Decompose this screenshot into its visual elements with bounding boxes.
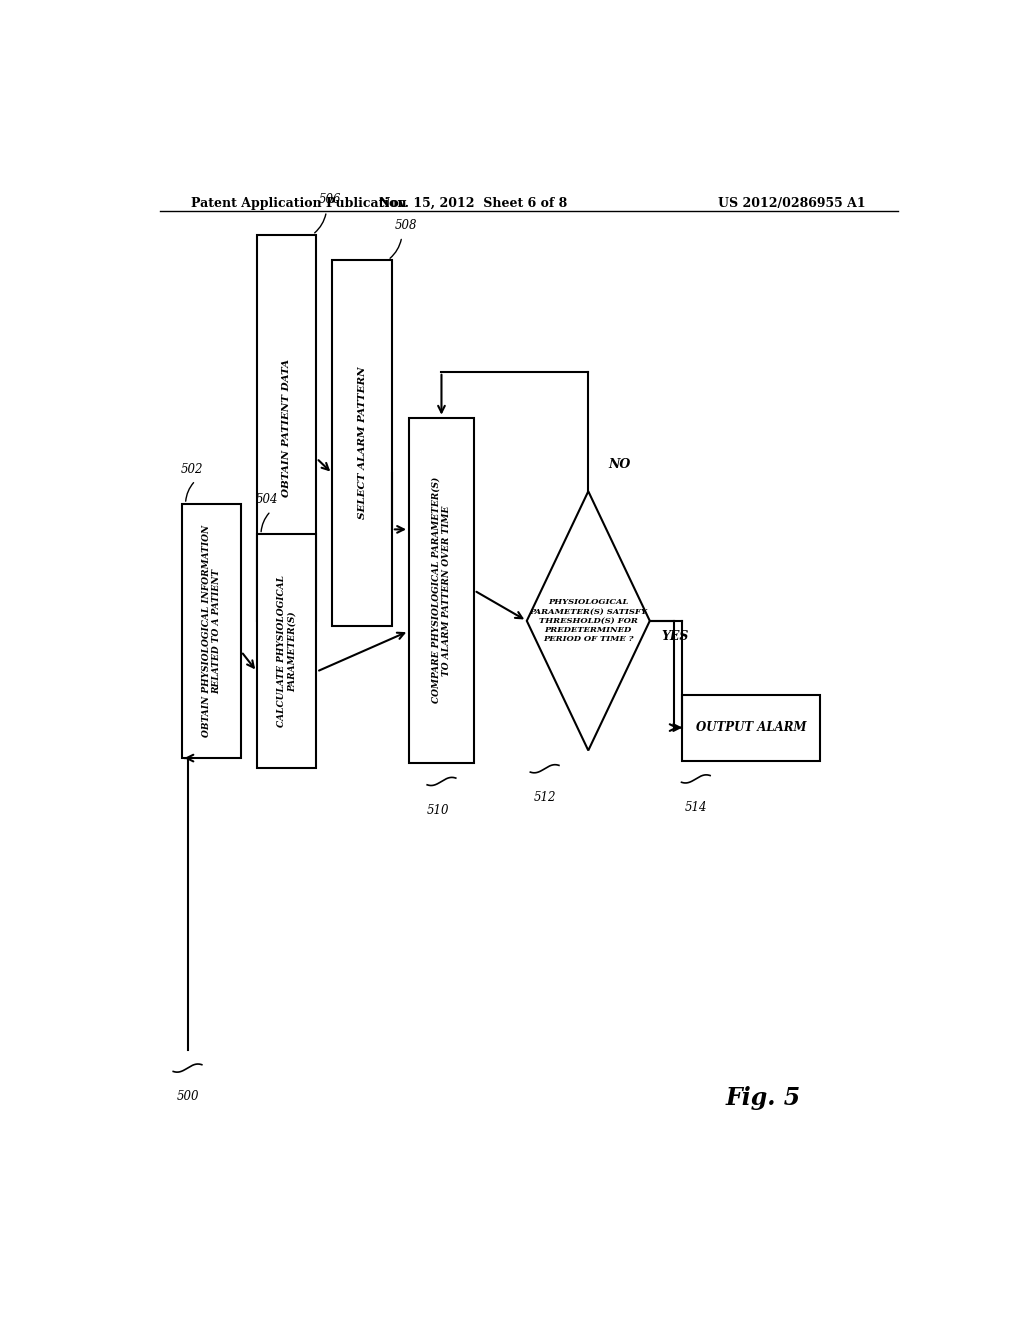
Bar <box>682 694 820 760</box>
Bar <box>257 535 316 768</box>
Text: Fig. 5: Fig. 5 <box>725 1085 801 1110</box>
Text: 514: 514 <box>685 801 707 814</box>
Bar <box>409 417 474 763</box>
Text: CALCULATE PHYSIOLOGICAL
PARAMETER(S): CALCULATE PHYSIOLOGICAL PARAMETER(S) <box>278 576 296 727</box>
Text: US 2012/0286955 A1: US 2012/0286955 A1 <box>719 197 866 210</box>
Text: 508: 508 <box>394 219 417 231</box>
Text: SELECT ALARM PATTERN: SELECT ALARM PATTERN <box>357 367 367 519</box>
Text: Patent Application Publication: Patent Application Publication <box>191 197 407 210</box>
Text: 510: 510 <box>426 804 449 817</box>
Text: YES: YES <box>662 630 689 643</box>
Text: NO: NO <box>608 458 631 471</box>
Bar <box>181 504 241 758</box>
Text: 500: 500 <box>176 1090 199 1104</box>
Text: 504: 504 <box>256 492 279 506</box>
Bar <box>257 235 316 620</box>
Bar <box>333 260 392 626</box>
Text: OUTPUT ALARM: OUTPUT ALARM <box>695 721 806 734</box>
Text: Nov. 15, 2012  Sheet 6 of 8: Nov. 15, 2012 Sheet 6 of 8 <box>379 197 567 210</box>
Text: COMPARE PHYSIOLOGICAL PARAMETER(S)
TO ALARM PATTERN OVER TIME: COMPARE PHYSIOLOGICAL PARAMETER(S) TO AL… <box>432 478 452 704</box>
Text: 506: 506 <box>319 193 342 206</box>
Text: OBTAIN PATIENT DATA: OBTAIN PATIENT DATA <box>283 359 291 496</box>
Text: 512: 512 <box>534 791 556 804</box>
Text: OBTAIN PHYSIOLOGICAL INFORMATION
RELATED TO A PATIENT: OBTAIN PHYSIOLOGICAL INFORMATION RELATED… <box>202 525 221 737</box>
Polygon shape <box>526 491 650 751</box>
Text: PHYSIOLOGICAL
PARAMETER(S) SATISFY
THRESHOLD(S) FOR
PREDETERMINED
PERIOD OF TIME: PHYSIOLOGICAL PARAMETER(S) SATISFY THRES… <box>529 598 647 643</box>
Text: 502: 502 <box>180 462 203 475</box>
